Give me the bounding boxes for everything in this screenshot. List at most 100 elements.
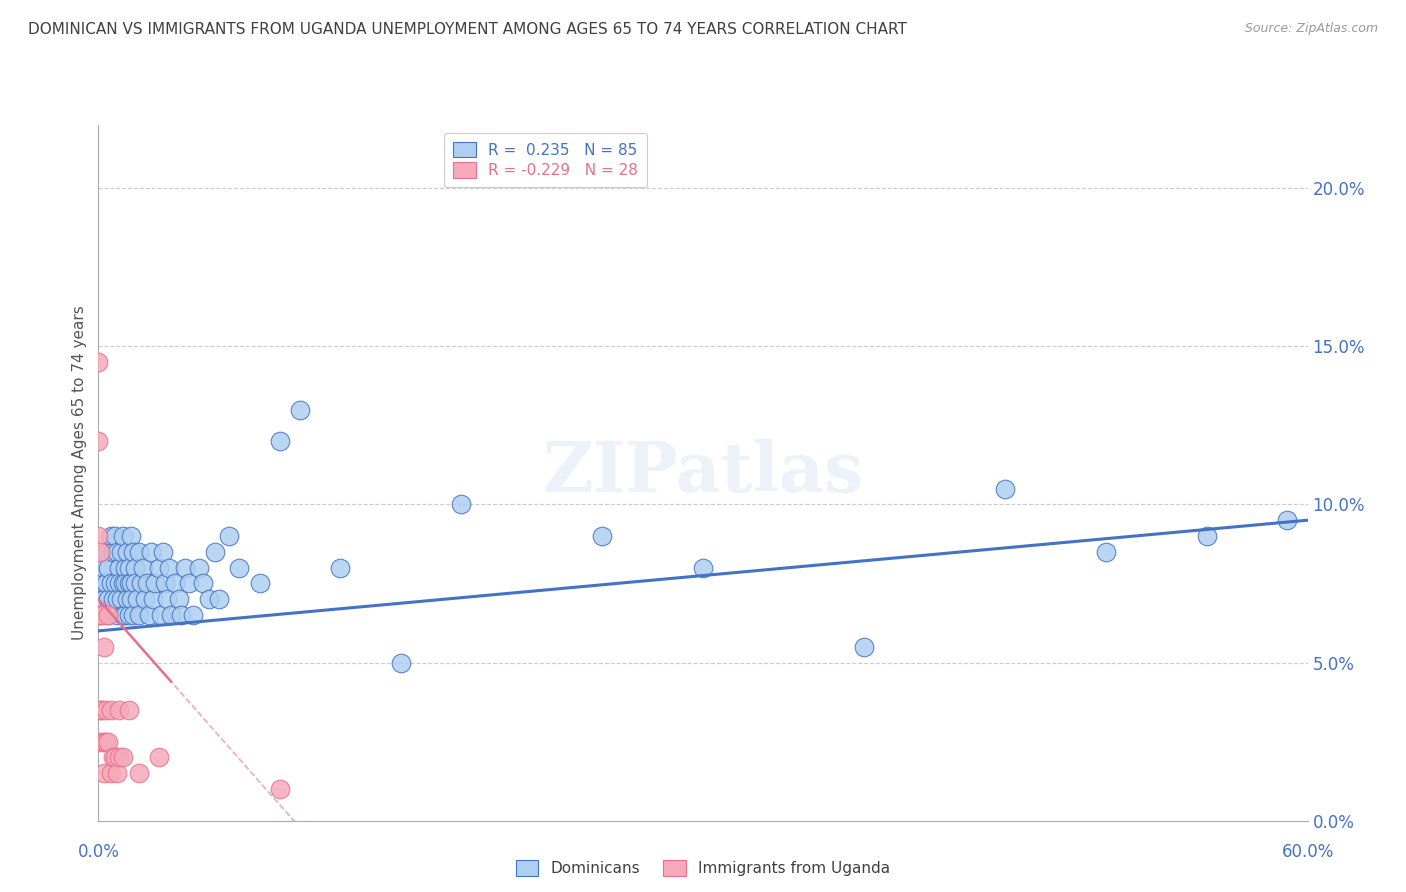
Point — [111, 750, 134, 764]
Point — [135, 576, 157, 591]
Point — [181, 608, 204, 623]
Point — [91, 608, 114, 623]
Point — [994, 482, 1017, 496]
Point — [111, 608, 134, 623]
Point — [128, 545, 150, 559]
Point — [87, 434, 110, 449]
Point — [89, 703, 111, 717]
Point — [111, 576, 134, 591]
Point — [389, 656, 412, 670]
Point — [129, 576, 152, 591]
Point — [103, 750, 125, 764]
Point — [148, 560, 170, 574]
Point — [160, 608, 183, 623]
Legend: Dominicans, Immigrants from Uganda: Dominicans, Immigrants from Uganda — [509, 855, 897, 882]
Point — [101, 545, 124, 559]
Point — [450, 497, 472, 511]
Point — [93, 560, 115, 574]
Point — [114, 608, 136, 623]
Point — [115, 592, 138, 607]
Point — [142, 592, 165, 607]
Point — [1195, 529, 1218, 543]
Point — [152, 545, 174, 559]
Text: 60.0%: 60.0% — [1281, 843, 1334, 861]
Point — [228, 560, 250, 574]
Point — [87, 529, 110, 543]
Point — [96, 703, 118, 717]
Text: 0.0%: 0.0% — [77, 843, 120, 861]
Point — [97, 592, 120, 607]
Point — [93, 592, 115, 607]
Point — [118, 703, 141, 717]
Point — [114, 576, 136, 591]
Point — [111, 529, 134, 543]
Point — [125, 592, 148, 607]
Point — [163, 576, 186, 591]
Point — [128, 608, 150, 623]
Point — [174, 560, 197, 574]
Point — [198, 592, 221, 607]
Point — [100, 529, 122, 543]
Point — [100, 576, 122, 591]
Point — [128, 766, 150, 780]
Point — [107, 750, 129, 764]
Point — [329, 560, 352, 574]
Text: Source: ZipAtlas.com: Source: ZipAtlas.com — [1244, 22, 1378, 36]
Point — [96, 576, 118, 591]
Point — [179, 576, 201, 591]
Point — [853, 640, 876, 654]
Text: ZIPatlas: ZIPatlas — [543, 439, 863, 507]
Point — [170, 608, 193, 623]
Point — [288, 402, 311, 417]
Point — [100, 703, 122, 717]
Point — [143, 576, 166, 591]
Point — [132, 560, 155, 574]
Point — [188, 560, 211, 574]
Point — [1095, 545, 1118, 559]
Point — [96, 545, 118, 559]
Point — [91, 703, 114, 717]
Point — [204, 545, 226, 559]
Point — [87, 355, 110, 369]
Point — [138, 608, 160, 623]
Point — [105, 766, 128, 780]
Point — [107, 576, 129, 591]
Point — [148, 750, 170, 764]
Point — [87, 608, 110, 623]
Point — [91, 576, 114, 591]
Point — [107, 560, 129, 574]
Point — [1277, 513, 1299, 527]
Point — [134, 592, 156, 607]
Point — [157, 560, 180, 574]
Point — [591, 529, 613, 543]
Point — [91, 592, 114, 607]
Point — [139, 545, 162, 559]
Point — [124, 576, 146, 591]
Point — [89, 608, 111, 623]
Point — [114, 560, 136, 574]
Point — [692, 560, 714, 574]
Point — [269, 782, 291, 797]
Point — [118, 608, 141, 623]
Point — [208, 592, 231, 607]
Point — [89, 545, 111, 559]
Point — [96, 734, 118, 748]
Point — [97, 608, 120, 623]
Y-axis label: Unemployment Among Ages 65 to 74 years: Unemployment Among Ages 65 to 74 years — [72, 305, 87, 640]
Point — [124, 560, 146, 574]
Point — [93, 766, 115, 780]
Point — [121, 608, 143, 623]
Point — [97, 560, 120, 574]
Point — [249, 576, 271, 591]
Point — [100, 766, 122, 780]
Point — [120, 529, 142, 543]
Text: DOMINICAN VS IMMIGRANTS FROM UGANDA UNEMPLOYMENT AMONG AGES 65 TO 74 YEARS CORRE: DOMINICAN VS IMMIGRANTS FROM UGANDA UNEM… — [28, 22, 907, 37]
Point — [269, 434, 291, 449]
Point — [149, 608, 172, 623]
Point — [93, 640, 115, 654]
Point — [89, 734, 111, 748]
Point — [115, 545, 138, 559]
Point — [153, 576, 176, 591]
Point — [101, 750, 124, 764]
Point — [97, 734, 120, 748]
